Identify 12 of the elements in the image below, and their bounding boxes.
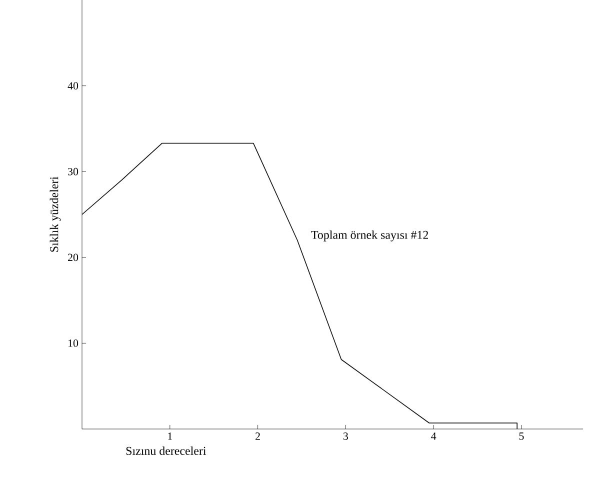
y-tick-label: 20 [68,254,78,262]
y-tick-label: 10 [68,340,78,347]
x-axis-title: Sızınu dereceleri [126,446,206,455]
x-tick-label: 4 [431,432,436,440]
x-tick-label: 5 [519,432,524,440]
x-tick-label: 1 [168,432,172,440]
y-axis-title: Sıklık yüzdeleri [50,176,61,252]
x-tick-label: 3 [343,432,348,440]
annotation: Toplam örnek sayısı #12 [311,230,428,242]
y-tick-label: 30 [68,168,78,176]
x-tick-label: 2 [256,432,260,440]
y-tick-label: 40 [68,82,78,90]
